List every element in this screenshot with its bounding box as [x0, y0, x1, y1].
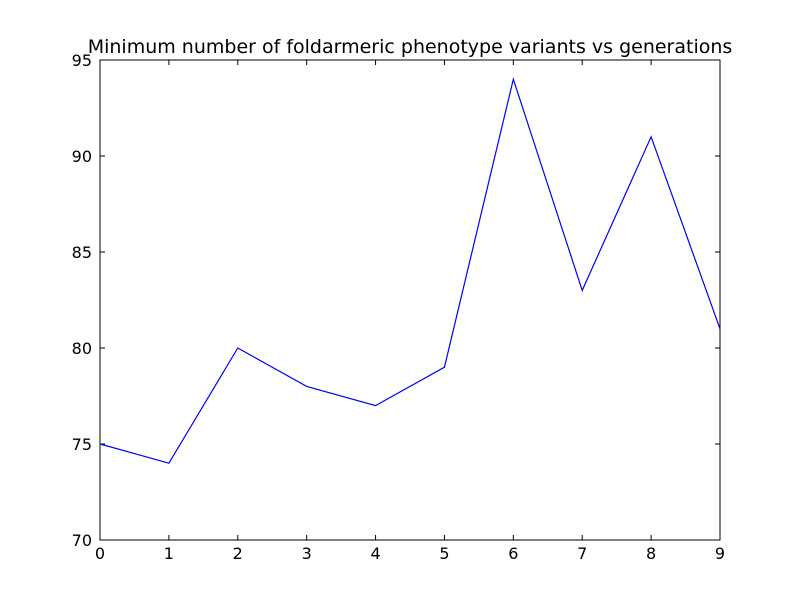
x-axis-ticks: 0 1 2 3 4 5 6 7 8 9 — [95, 60, 725, 563]
x-tick-label: 3 — [302, 544, 312, 563]
x-tick-label: 5 — [439, 544, 449, 563]
x-tick-label: 4 — [370, 544, 380, 563]
x-tick-label: 9 — [715, 544, 725, 563]
y-tick-label: 90 — [72, 147, 92, 166]
series-line — [99, 76, 721, 464]
x-tick-label: 8 — [646, 544, 656, 563]
x-tick-label: 1 — [164, 544, 174, 563]
x-tick-label: 7 — [577, 544, 587, 563]
plot-area-frame — [99, 59, 721, 541]
y-tick-label: 75 — [72, 435, 92, 454]
x-tick-label: 6 — [508, 544, 518, 563]
y-tick-label: 95 — [72, 51, 92, 70]
y-tick-label: 80 — [72, 339, 92, 358]
y-tick-label: 70 — [72, 531, 92, 550]
y-tick-label: 85 — [72, 243, 92, 262]
series-layer — [99, 76, 721, 464]
chart-title: Minimum number of foldarmeric phenotype … — [88, 36, 733, 58]
y-axis-ticks: 70 75 80 85 90 95 — [72, 51, 720, 550]
x-tick-label: 2 — [233, 544, 243, 563]
x-tick-label: 0 — [95, 544, 105, 563]
